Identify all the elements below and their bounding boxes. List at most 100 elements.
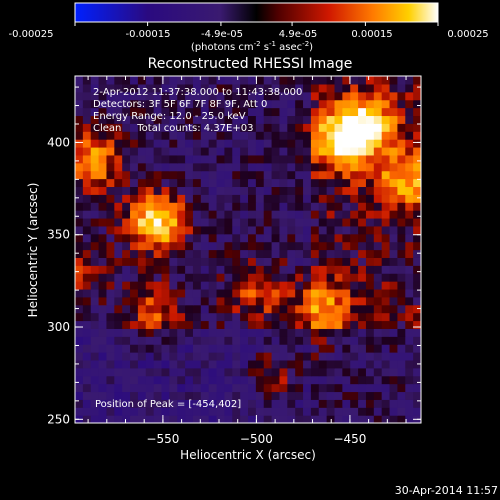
heatmap-cell [192,178,202,188]
heatmap-cell [255,76,265,85]
heatmap-cell [98,391,108,400]
heatmap-cell [161,265,170,274]
heatmap-cell [255,83,265,93]
heatmap-cell [263,375,273,385]
heatmap-cell [255,328,265,337]
heatmap-cell [405,375,414,385]
heatmap-cell [106,257,115,266]
heatmap-cell [365,115,375,124]
heatmap-cell [381,131,391,140]
heatmap-cell [232,296,241,306]
heatmap-cell [413,241,421,251]
heatmap-cell [318,139,328,148]
heatmap-cell [232,415,241,423]
heatmap-cell [350,328,359,337]
heatmap-cell [192,233,202,243]
heatmap-cell [224,241,233,251]
heatmap-cell [350,241,359,251]
heatmap-cell [145,415,155,423]
heatmap-cell [98,257,108,266]
heatmap-cell [216,391,226,400]
heatmap-cell [153,99,163,109]
heatmap-cell [397,76,406,85]
heatmap-cell [389,83,399,93]
heatmap-cell [200,407,210,416]
heatmap-cell [295,407,304,416]
heatmap-cell [192,99,202,109]
heatmap-cell [263,99,273,109]
heatmap-cell [98,115,108,124]
heatmap-cell [279,76,288,85]
heatmap-cell [358,146,367,156]
heatmap-cell [381,139,391,148]
heatmap-cell [389,288,399,298]
heatmap-cell [389,162,399,172]
heatmap-cell [200,76,210,85]
heatmap-cell [287,359,296,369]
heatmap-cell [82,367,92,377]
heatmap-cell [295,273,304,282]
heatmap-cell [342,296,351,306]
heatmap-cell [145,249,155,258]
heatmap-cell [145,107,155,117]
heatmap-cell [224,210,233,219]
heatmap-cell [137,115,147,124]
heatmap-cell [303,304,312,314]
heatmap-cell [248,288,257,298]
heatmap-cell [326,288,336,298]
heatmap-cell [153,233,163,243]
heatmap-cell [240,391,249,400]
heatmap-cell [82,178,92,188]
heatmap-cell [350,217,359,227]
heatmap-cell [177,304,186,314]
heatmap-cell [130,178,139,188]
heatmap-cell [389,344,399,353]
heatmap-cell [232,273,241,282]
heatmap-cell [114,391,123,400]
heatmap-cell [75,115,84,124]
heatmap-cell [334,91,343,101]
heatmap-cell [177,399,186,408]
heatmap-cell [365,123,375,132]
heatmap-cell [137,407,147,416]
heatmap-cell [114,415,123,423]
heatmap-cell [295,304,304,314]
heatmap-cell [303,146,312,156]
heatmap-cell [287,83,296,93]
heatmap-cell [185,328,194,337]
heatmap-cell [303,375,312,385]
heatmap-cell [389,281,399,290]
heatmap-cell [397,320,406,329]
heatmap-cell [405,170,414,180]
heatmap-cell [303,123,312,132]
heatmap-cell [216,336,226,345]
heatmap-cell [75,281,84,290]
heatmap-cell [389,265,399,274]
heatmap-cell [405,210,414,219]
heatmap-cell [153,170,163,180]
heatmap-cell [122,383,131,393]
heatmap-cell [248,139,257,148]
heatmap-cell [334,225,343,235]
heatmap-cell [405,241,414,251]
heatmap-cell [224,123,233,132]
heatmap-cell [216,154,226,164]
heatmap-cell [271,115,281,124]
heatmap-cell [373,241,383,251]
heatmap-cell [216,76,226,85]
heatmap-cell [208,391,218,400]
heatmap-cell [224,162,233,172]
heatmap-cell [248,217,257,227]
heatmap-cell [397,391,406,400]
heatmap-cell [208,336,218,345]
heatmap-cell [342,320,351,329]
heatmap-cell [177,225,186,235]
heatmap-cell [240,225,249,235]
heatmap-cell [381,375,391,385]
heatmap-cell [232,288,241,298]
heatmap-cell [326,162,336,172]
heatmap-cell [208,83,218,93]
heatmap-cell [413,146,421,156]
heatmap-cell [279,123,288,132]
heatmap-cell [365,131,375,140]
